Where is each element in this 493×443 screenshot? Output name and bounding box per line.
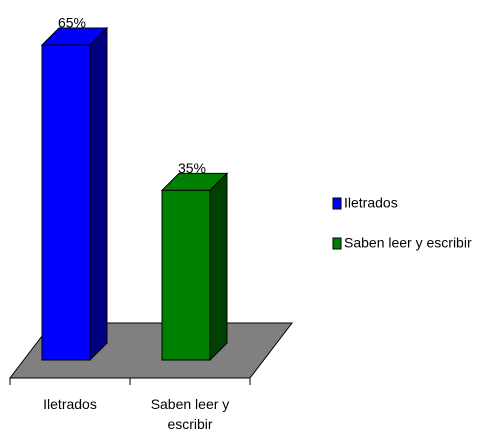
legend-swatch <box>332 197 342 210</box>
bar-side <box>89 26 108 362</box>
bar <box>41 44 91 361</box>
bar-side <box>209 172 228 362</box>
legend-label: Iletrados <box>344 195 398 211</box>
bar <box>161 189 211 361</box>
x-tick-label: Saben leer y escribir <box>150 396 230 432</box>
value-label: 65% <box>58 15 86 31</box>
legend-swatch <box>332 237 342 250</box>
value-label: 35% <box>178 160 206 176</box>
x-tick-label: Iletrados <box>43 396 97 412</box>
legend-label: Saben leer y escribir <box>344 235 472 251</box>
